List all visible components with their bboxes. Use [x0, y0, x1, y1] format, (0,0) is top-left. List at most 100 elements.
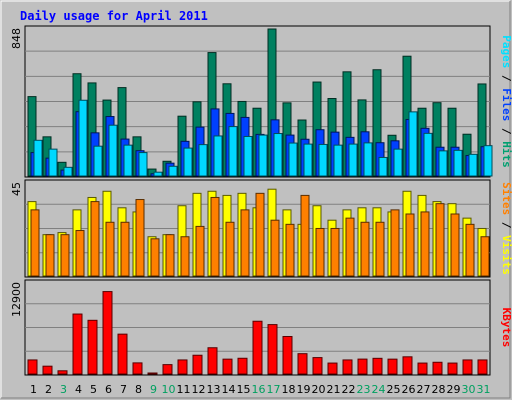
bar-kbytes	[372, 357, 383, 375]
x-tick-label: 5	[90, 383, 97, 396]
x-tick-label: 22	[342, 383, 356, 396]
series-legend: Pages / Files / Hits	[500, 35, 512, 168]
bar-sites	[270, 219, 280, 277]
bar-kbytes	[402, 356, 413, 375]
bar-sites	[420, 211, 430, 277]
bar-kbytes	[117, 333, 128, 375]
bar-kbytes	[162, 364, 173, 375]
bar-pages	[348, 143, 358, 177]
x-tick-label: 17	[267, 383, 281, 396]
bar-sites	[150, 238, 160, 277]
bar-pages	[33, 139, 43, 177]
panel-kbytes: 12900 KBytes	[10, 279, 512, 376]
bar-pages	[213, 135, 223, 177]
bar-pages	[468, 153, 478, 177]
x-tick-label: 31	[477, 383, 491, 396]
y-max-tick: 848	[10, 28, 23, 49]
bar-sites	[195, 225, 205, 277]
bar-pages	[378, 156, 388, 177]
bar-sites	[255, 192, 265, 277]
x-tick-label: 29	[447, 383, 461, 396]
bar-kbytes	[477, 359, 488, 375]
bar-kbytes	[387, 358, 398, 375]
bar-sites	[360, 221, 370, 277]
legend-part: Hits	[500, 141, 512, 168]
bar-sites	[435, 203, 445, 277]
chart-title: Daily usage for April 2011	[20, 9, 208, 23]
bar-sites	[210, 196, 220, 277]
x-tick-label: 4	[75, 383, 82, 396]
bar-pages	[108, 124, 118, 177]
bar-kbytes	[342, 359, 353, 375]
x-tick-label: 24	[372, 383, 386, 396]
legend-part: /	[500, 121, 512, 141]
x-tick-label: 16	[252, 383, 266, 396]
bar-kbytes	[237, 357, 248, 375]
bar-kbytes	[72, 313, 83, 375]
bar-sites	[345, 217, 355, 277]
bar-sites	[90, 201, 100, 277]
bar-pages	[363, 142, 373, 177]
bar-sites	[405, 213, 415, 277]
series-legend: Sites / Visits	[500, 182, 512, 275]
x-tick-label: 8	[135, 383, 142, 396]
bar-sites	[165, 234, 175, 277]
bar-kbytes	[267, 324, 278, 375]
bar-kbytes	[252, 320, 263, 375]
bar-kbytes	[57, 370, 68, 375]
bar-pages	[303, 143, 313, 177]
bar-pages	[258, 134, 268, 177]
legend-part: Sites	[500, 182, 512, 215]
bar-kbytes	[42, 365, 53, 375]
bar-sites	[330, 227, 340, 277]
x-tick-label: 26	[402, 383, 416, 396]
bar-kbytes	[102, 291, 113, 375]
x-tick-label: 27	[417, 383, 431, 396]
bar-sites	[390, 209, 400, 277]
bar-pages	[183, 147, 193, 177]
bar-pages	[438, 150, 448, 177]
bar-kbytes	[297, 353, 308, 375]
bar-kbytes	[177, 359, 188, 375]
bar-kbytes	[327, 362, 338, 375]
bar-pages	[198, 144, 208, 177]
bar-sites	[135, 199, 145, 277]
bar-sites	[465, 223, 475, 277]
x-tick-label: 12	[192, 383, 206, 396]
x-tick-label: 18	[282, 383, 296, 396]
bar-pages	[123, 144, 133, 177]
x-tick-label: 7	[120, 383, 127, 396]
bar-sites	[75, 230, 85, 277]
bar-pages	[408, 111, 418, 177]
bar-pages	[423, 132, 433, 177]
bar-pages	[393, 148, 403, 177]
x-tick-label: 15	[237, 383, 251, 396]
panel-hits_files_pages: 848 Pages / Files / Hits	[10, 25, 512, 178]
bar-pages	[333, 144, 343, 177]
bar-kbytes	[207, 347, 218, 375]
x-tick-label: 6	[105, 383, 112, 396]
bar-sites	[450, 213, 460, 277]
bar-pages	[228, 126, 238, 177]
bar-pages	[63, 166, 73, 177]
bar-pages	[93, 145, 103, 177]
bar-sites	[225, 221, 235, 277]
x-tick-label: 1	[30, 383, 37, 396]
bar-sites	[315, 227, 325, 277]
bar-pages	[483, 145, 493, 177]
x-tick-label: 20	[312, 383, 326, 396]
bar-kbytes	[27, 359, 38, 375]
bar-pages	[78, 99, 88, 177]
bar-kbytes	[417, 362, 428, 375]
x-axis-ticks: 1 2 3 4 5 6 7 8 9 10 11 12 13 14 15 16 17 18 19 20 21 22 23 24 2…	[30, 383, 491, 396]
series-legend: KBytes	[500, 308, 512, 348]
bar-sites	[375, 221, 385, 277]
x-tick-label: 2	[45, 383, 52, 396]
x-tick-label: 21	[327, 383, 341, 396]
legend-part: /	[500, 215, 512, 235]
bar-sites	[300, 194, 310, 277]
bar-sites	[285, 223, 295, 277]
x-tick-label: 30	[462, 383, 476, 396]
